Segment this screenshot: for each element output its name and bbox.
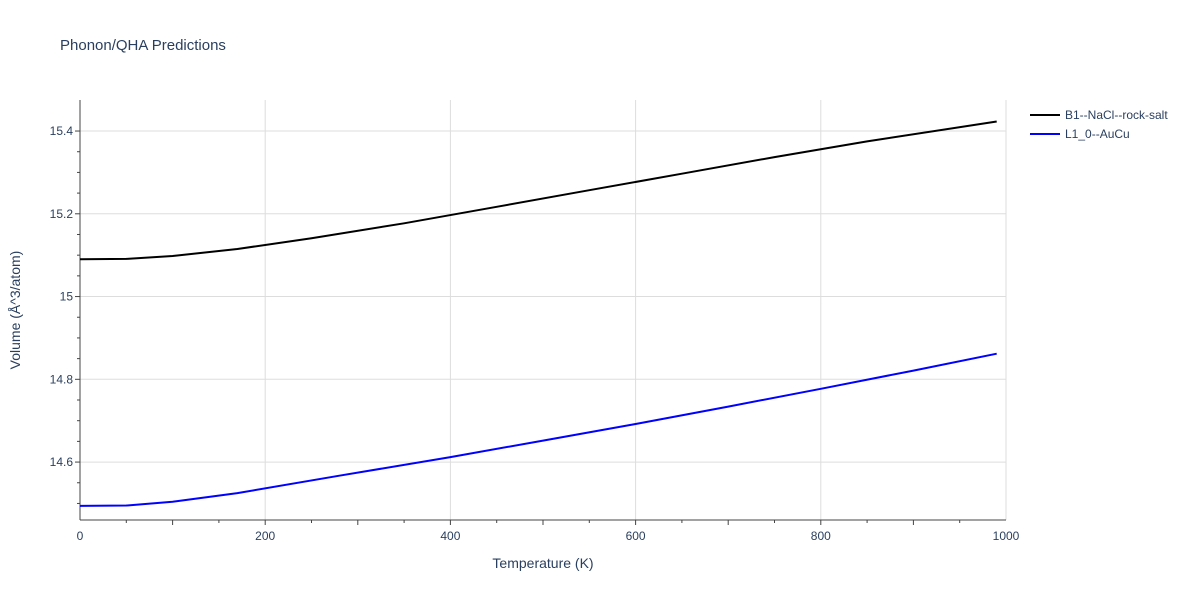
y-axis-title: Volume (Å^3/atom) — [7, 251, 23, 370]
y-tick-label: 15.4 — [50, 124, 74, 138]
x-axis-title: Temperature (K) — [492, 555, 593, 571]
y-tick-label: 14.6 — [50, 455, 74, 469]
x-tick-label: 0 — [77, 529, 84, 543]
y-tick-label: 14.8 — [50, 372, 74, 386]
legend-label: L1_0--AuCu — [1065, 127, 1130, 141]
legend[interactable]: B1--NaCl--rock-salt L1_0--AuCu — [1030, 108, 1168, 141]
x-tick-label: 200 — [255, 529, 275, 543]
x-tick-label: 800 — [811, 529, 831, 543]
chart-title: Phonon/QHA Predictions — [60, 37, 226, 54]
legend-item[interactable]: B1--NaCl--rock-salt — [1030, 108, 1168, 122]
x-tick-label: 1000 — [993, 529, 1020, 543]
series-line-2 — [79, 352, 997, 507]
axes: 0 200 400 600 800 1000 14.6 14.8 15 15.2 15.4 — [50, 100, 1020, 543]
series-layer — [79, 120, 997, 507]
y-tick-label: 15 — [60, 290, 74, 304]
grid-lines — [80, 100, 1007, 520]
series-line-1 — [79, 120, 997, 261]
legend-item[interactable]: L1_0--AuCu — [1030, 127, 1130, 141]
x-tick-label: 400 — [440, 529, 460, 543]
legend-label: B1--NaCl--rock-salt — [1065, 108, 1168, 122]
x-tick-label: 600 — [626, 529, 646, 543]
y-tick-label: 15.2 — [50, 207, 74, 221]
